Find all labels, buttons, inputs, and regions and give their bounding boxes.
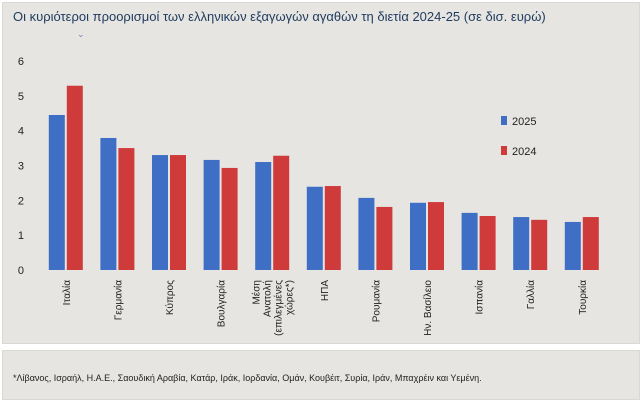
x-tick-label: Ισπανία <box>474 280 486 315</box>
bar-2024 <box>273 155 290 270</box>
bar-2024 <box>66 85 83 271</box>
bar-2024 <box>531 219 548 270</box>
footnote: *Λίβανος, Ισραήλ, Η.Α.Ε., Σαουδική Αραβί… <box>13 373 482 383</box>
x-tick-label: Γερμανία <box>112 280 124 320</box>
bar-2024 <box>221 167 238 270</box>
bar-2024 <box>428 202 444 270</box>
x-tick-label: ΗΠΑ <box>320 280 331 301</box>
x-tick-label: Γαλλία <box>525 280 537 310</box>
y-tick-label: 2 <box>18 195 24 207</box>
y-tick-label: 6 <box>18 56 24 68</box>
legend-label-2024: 2024 <box>512 146 536 158</box>
bar-2024 <box>582 217 599 270</box>
bar-2025 <box>564 221 581 270</box>
x-tick-label: Τουρκία <box>577 280 589 315</box>
x-tick-label: Ην. Βασίλειο <box>422 280 434 336</box>
bar-2025 <box>461 212 478 270</box>
x-tick-label: Βουλγαρία <box>216 280 228 327</box>
y-tick-label: 3 <box>18 161 24 173</box>
x-tick-label: Ρουμανία <box>370 280 382 322</box>
bar-2025 <box>255 162 272 270</box>
bar-2024 <box>170 155 186 270</box>
bar-2024 <box>376 206 393 270</box>
bar-2024 <box>479 216 496 270</box>
bar-2025 <box>358 197 375 270</box>
bar-2025 <box>203 159 220 270</box>
bar-2024 <box>324 186 341 270</box>
bar-2025 <box>306 186 323 270</box>
y-tick-label: 0 <box>18 265 24 277</box>
chevron-down-icon: ⌄ <box>77 29 85 39</box>
bar-2025 <box>152 155 168 270</box>
y-tick-label: 4 <box>18 126 24 138</box>
x-tick-label: Ιταλία <box>61 280 73 306</box>
x-tick-label: ΜέσηΑνατολή(επιλεγμένεςχώρες*) <box>251 280 296 336</box>
legend-swatch-2024 <box>501 146 507 155</box>
bar-2025 <box>48 114 65 270</box>
x-tick-label: Κύπρος <box>164 280 176 315</box>
footnote-box: *Λίβανος, Ισραήλ, Η.Α.Ε., Σαουδική Αραβί… <box>2 350 640 400</box>
chart-title: Οι κυριότεροι προορισμοί των ελληνικών ε… <box>13 9 546 24</box>
bar-2025 <box>513 217 530 270</box>
bar-2025 <box>410 202 426 270</box>
legend-swatch-2025 <box>501 116 507 125</box>
y-tick-label: 1 <box>18 230 24 242</box>
bar-2025 <box>100 137 117 270</box>
bar-chart: 0 1 2 3 4 5 6 Ιταλία Γερμανία Κύπρος Βουλγαρία Μέση… <box>18 56 599 336</box>
y-tick-label: 5 <box>18 91 24 103</box>
legend-label-2025: 2025 <box>512 116 536 128</box>
bar-2024 <box>118 148 135 270</box>
